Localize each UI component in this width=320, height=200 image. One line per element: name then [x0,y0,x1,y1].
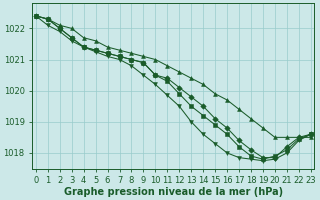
X-axis label: Graphe pression niveau de la mer (hPa): Graphe pression niveau de la mer (hPa) [64,187,283,197]
